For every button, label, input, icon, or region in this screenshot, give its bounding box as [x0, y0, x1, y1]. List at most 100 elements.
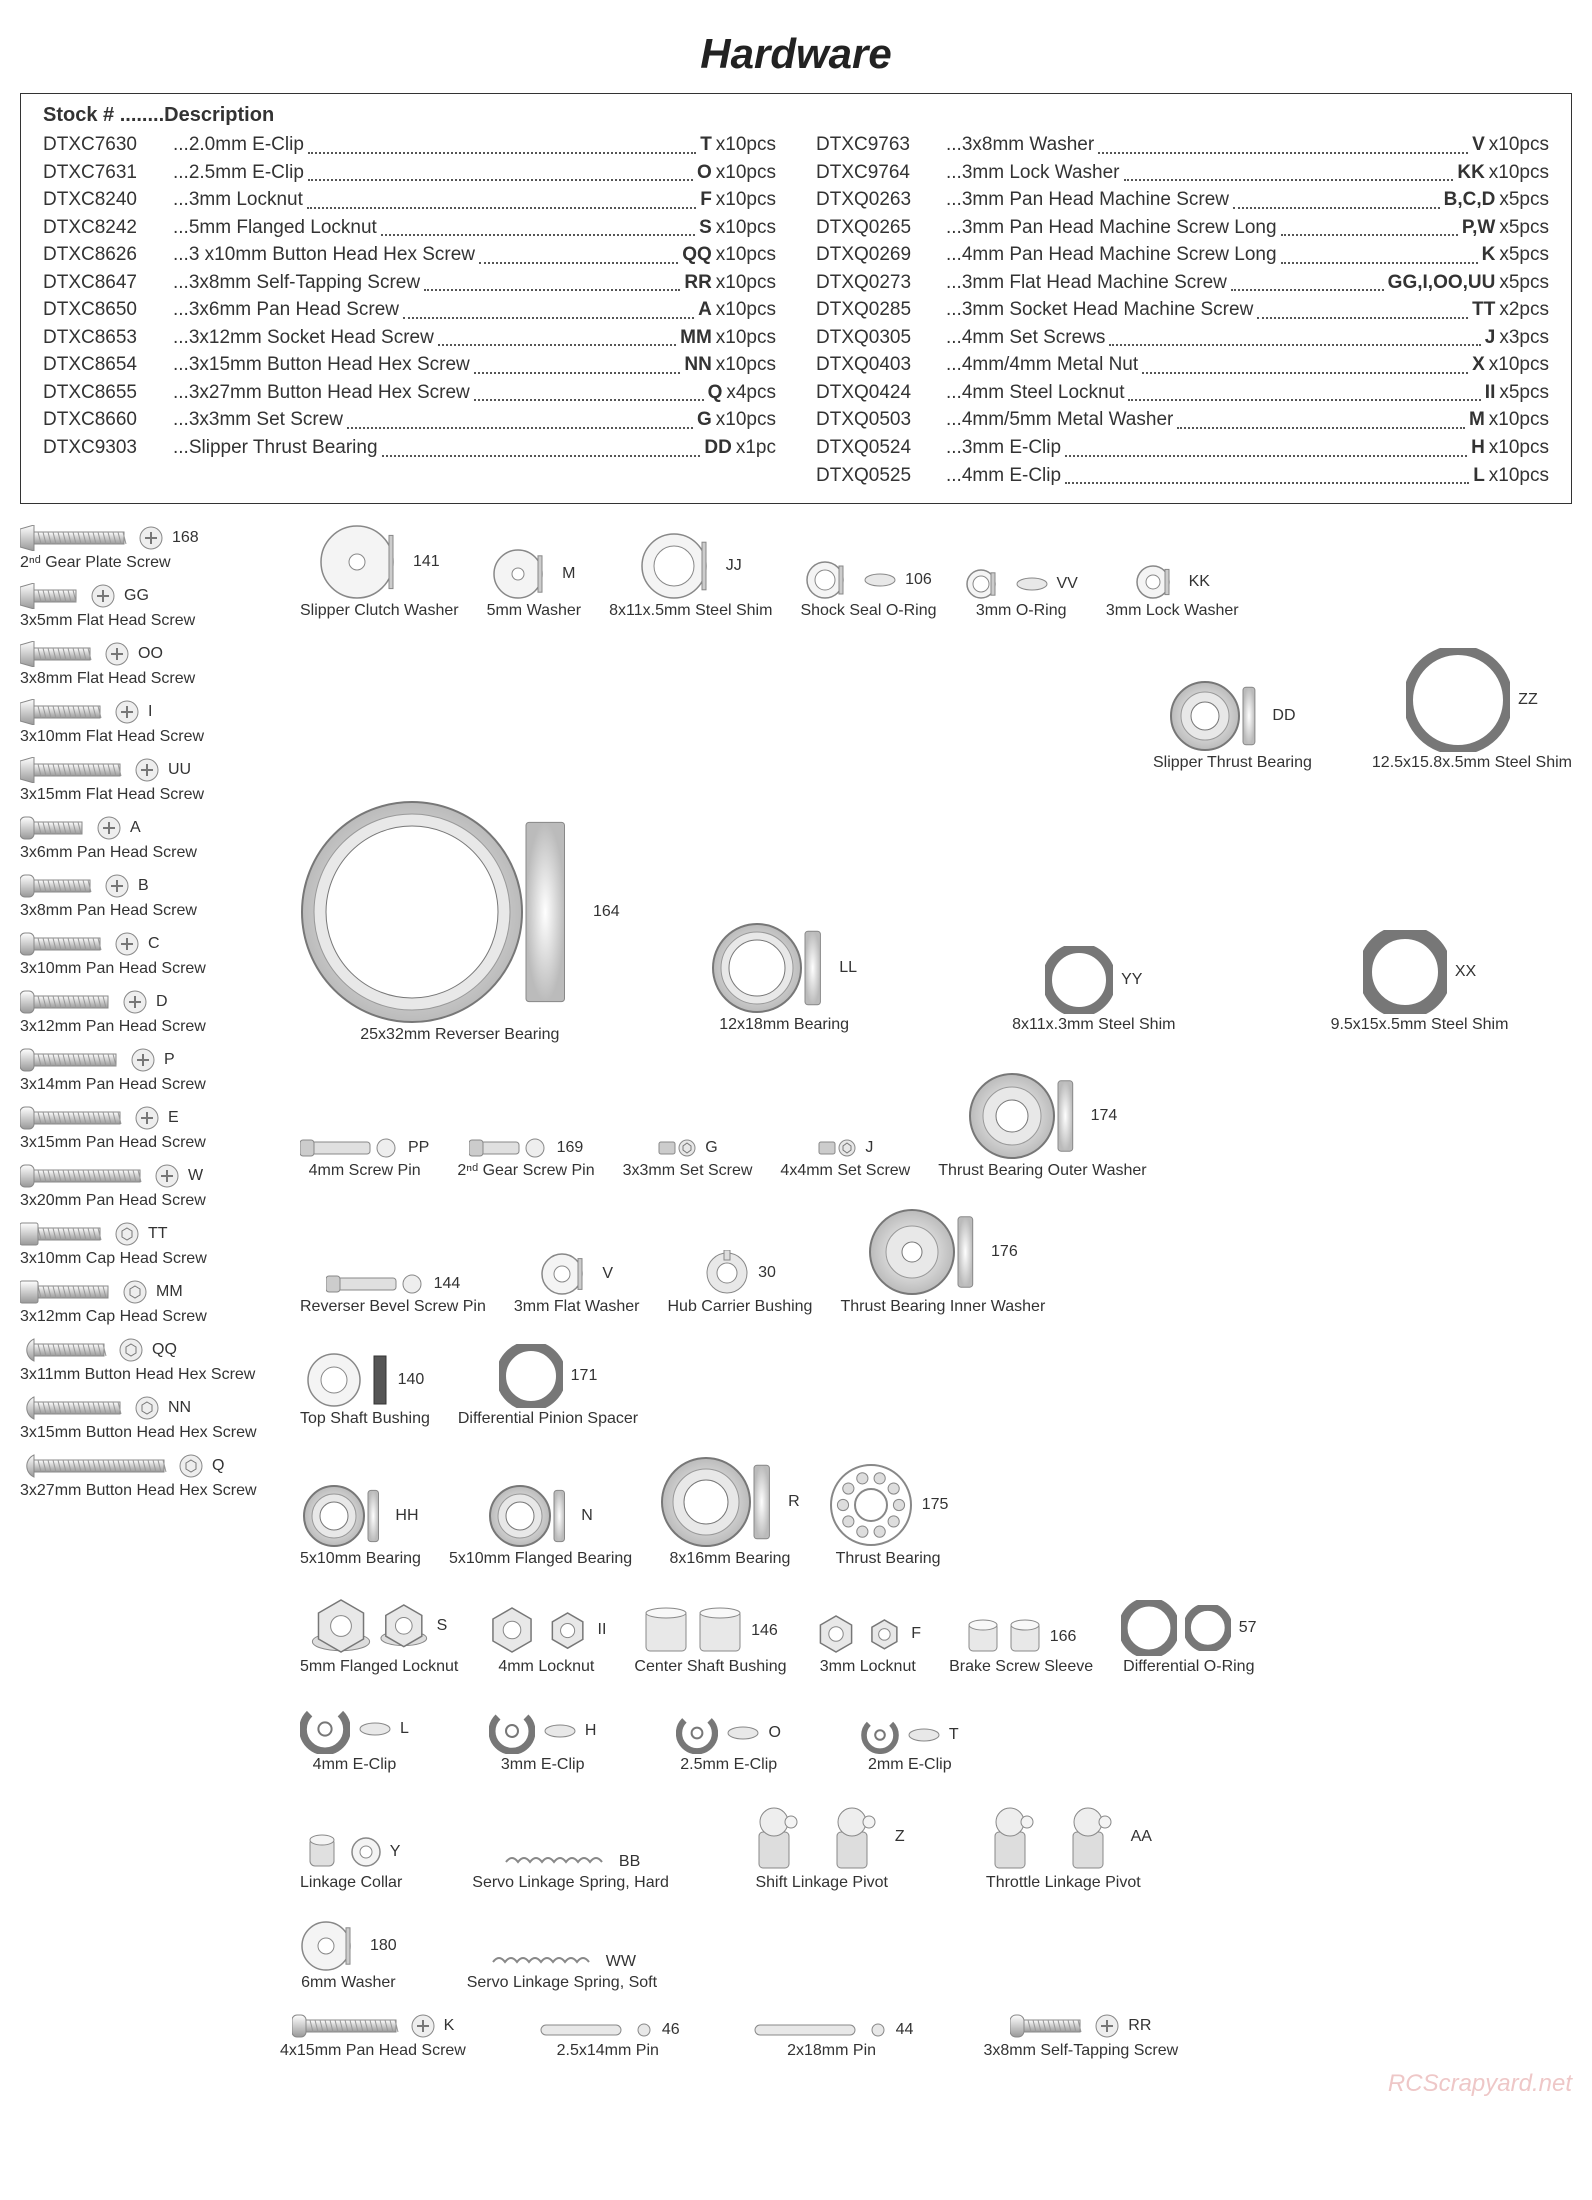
page-title: Hardware [20, 30, 1572, 78]
part-tag: XX [1455, 963, 1476, 981]
mid-row-b: 144 Reverser Bevel Screw Pin V 3mm Flat … [300, 1208, 1572, 1316]
washer-icon [319, 524, 405, 600]
ring-icon [499, 1344, 563, 1408]
screw-icon [20, 1395, 126, 1421]
screw-head-icon [96, 814, 122, 842]
reverser-row: 164 25x32mm Reverser Bearing LL 12x18mm … [300, 800, 1572, 1044]
part-tag: 146 [751, 1622, 778, 1640]
stock-row: DTXC9763 ...3x8mm Washer V x10pcs [816, 131, 1549, 159]
ring-icon [1121, 1600, 1177, 1656]
screw-icon [20, 1453, 170, 1479]
pivot-icon [739, 1802, 809, 1872]
part-label: Thrust Bearing [836, 1550, 941, 1568]
bearing-icon [711, 922, 831, 1014]
part-label: 4mm Screw Pin [309, 1162, 421, 1180]
pivot-icon [817, 1802, 887, 1872]
stock-row: DTXQ0273 ...3mm Flat Head Machine Screw … [816, 269, 1549, 297]
mid-bearing-row: LL 12x18mm Bearing YY 8x11x.3mm Steel Sh… [648, 922, 1572, 1034]
screw-icon [20, 1047, 122, 1073]
part-tag: K [444, 2017, 455, 2035]
ring-icon [1406, 648, 1510, 752]
part-label: Linkage Collar [300, 1874, 402, 1892]
mid-row-e: S 5mm Flanged Locknut II 4mm Locknut 146… [300, 1596, 1572, 1676]
part-item: E 3x15mm Pan Head Screw [20, 1104, 270, 1152]
screw-head-icon [114, 1220, 140, 1248]
stock-header: Stock # ........Description [43, 104, 1549, 127]
part-item: Q 3x27mm Button Head Hex Screw [20, 1452, 270, 1500]
part-item: YY 8x11x.3mm Steel Shim [1012, 946, 1175, 1034]
ring-icon [1045, 946, 1113, 1014]
pivot-icon [975, 1802, 1045, 1872]
washer-icon [1135, 564, 1181, 600]
part-label: 12.5x15.8x.5mm Steel Shim [1372, 754, 1572, 772]
part-tag: AA [1131, 1828, 1152, 1846]
screw-icon [20, 525, 130, 551]
spring-icon [488, 1952, 598, 1972]
screw-head-icon [122, 1278, 148, 1306]
stock-row: DTXQ0285 ...3mm Socket Head Machine Scre… [816, 296, 1549, 324]
part-item: A 3x6mm Pan Head Screw [20, 814, 270, 862]
pivot-icon [1053, 1802, 1123, 1872]
washer-icon [300, 1920, 362, 1972]
part-item: M 5mm Washer [487, 548, 582, 620]
part-tag: 176 [991, 1243, 1018, 1261]
screw-icon [20, 583, 82, 609]
oval-icon [726, 1725, 760, 1741]
screw-head-icon [134, 756, 160, 784]
stock-row: DTXC8655 ...3x27mm Button Head Hex Screw… [43, 379, 776, 407]
part-item: MM 3x12mm Cap Head Screw [20, 1278, 270, 1326]
part-tag: PP [408, 1139, 429, 1157]
part-tag: 57 [1239, 1619, 1257, 1637]
part-item: 166 Brake Screw Sleeve [949, 1618, 1093, 1676]
bearing-icon [302, 1484, 387, 1548]
part-item: V 3mm Flat Washer [514, 1252, 640, 1316]
part-tag: RR [1128, 2017, 1151, 2035]
eclip-icon [300, 1704, 350, 1754]
stock-row: DTXC8242 ...5mm Flanged Locknut S x10pcs [43, 214, 776, 242]
screw-head-icon [138, 524, 164, 552]
sleeve-icon [697, 1606, 743, 1656]
part-item: PP 4mm Screw Pin [300, 1136, 429, 1180]
stock-row: DTXC8650 ...3x6mm Pan Head Screw A x10pc… [43, 296, 776, 324]
screw-head-icon [178, 1452, 204, 1480]
bottom-row-a: Y Linkage Collar BB Servo Linkage Spring… [300, 1802, 1572, 1892]
stock-table: Stock # ........Description DTXC7630 ...… [20, 93, 1572, 504]
sleeve-icon [966, 1618, 1000, 1656]
part-label: 3x3mm Set Screw [623, 1162, 753, 1180]
part-label: 2.5mm E-Clip [680, 1756, 777, 1774]
part-item: KK 3mm Lock Washer [1106, 564, 1239, 620]
collar-icon [302, 1832, 342, 1872]
part-tag: N [581, 1507, 593, 1525]
nut-icon [866, 1616, 903, 1653]
part-label: 6mm Washer [301, 1974, 396, 1992]
stock-row: DTXQ0525 ...4mm E-Clip L x10pcs [816, 462, 1549, 490]
bottom-row-b: 180 6mm Washer WW Servo Linkage Spring, … [300, 1920, 1572, 1992]
part-reverser-bearing: 164 25x32mm Reverser Bearing [300, 800, 620, 1044]
part-tag: 174 [1091, 1107, 1118, 1125]
stock-row: DTXQ0524 ...3mm E-Clip H x10pcs [816, 434, 1549, 462]
part-label: Shock Seal O-Ring [800, 602, 936, 620]
part-item: 176 Thrust Bearing Inner Washer [840, 1208, 1045, 1316]
part-tag: M [562, 565, 575, 583]
spring-icon [501, 1852, 611, 1872]
part-item: C 3x10mm Pan Head Screw [20, 930, 270, 978]
stock-row: DTXQ0424 ...4mm Steel Locknut II x5pcs [816, 379, 1549, 407]
bearing-icon [660, 1456, 780, 1548]
part-tag: LL [839, 959, 857, 977]
oval-icon [1015, 576, 1049, 592]
stock-row: DTXC9764 ...3mm Lock Washer KK x10pcs [816, 159, 1549, 187]
part-item: 180 6mm Washer [300, 1920, 397, 1992]
part-label: 3mm Flat Washer [514, 1298, 640, 1316]
stock-row: DTXQ0305 ...4mm Set Screws J x3pcs [816, 324, 1549, 352]
part-label: 2.5x14mm Pin [557, 2042, 659, 2060]
screw-icon [20, 1105, 126, 1131]
part-tag: 30 [758, 1264, 776, 1282]
part-item: 141 Slipper Clutch Washer [300, 524, 459, 620]
part-item: J 4x4mm Set Screw [780, 1136, 910, 1180]
part-tag: 169 [557, 1139, 584, 1157]
part-label: 3mm Lock Washer [1106, 602, 1239, 620]
parts-area: 168 2ⁿᵈ Gear Plate Screw GG 3x5mm Flat H… [20, 524, 1572, 2060]
part-tag: II [598, 1621, 607, 1639]
part-tag: Z [895, 1828, 905, 1846]
part-label: 4mm E-Clip [313, 1756, 397, 1774]
